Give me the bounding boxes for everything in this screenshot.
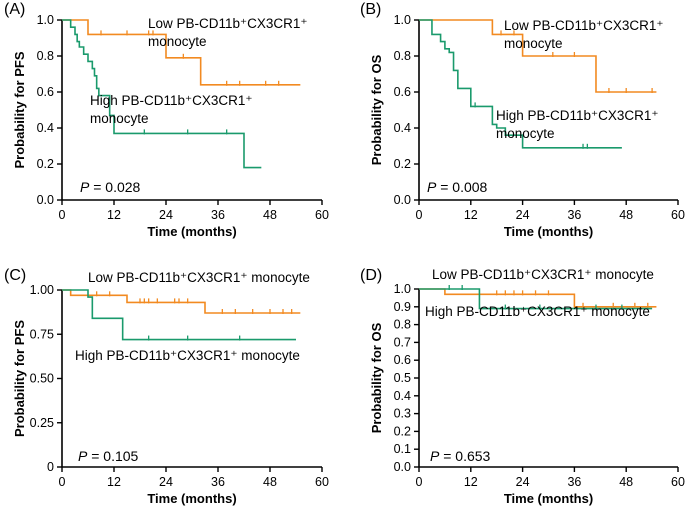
x-tick-label: 36 bbox=[211, 475, 225, 489]
y-tick-label: 0.1 bbox=[394, 442, 411, 456]
p-value: P = 0.653 bbox=[430, 448, 491, 464]
p-value: P = 0.105 bbox=[78, 448, 139, 464]
y-tick-label: 0.4 bbox=[394, 389, 411, 403]
y-tick-label: 0.0 bbox=[394, 460, 411, 474]
legend-label-low: monocyte bbox=[504, 36, 563, 51]
y-tick-label: 0.8 bbox=[37, 49, 54, 63]
x-tick-label: 48 bbox=[619, 475, 633, 489]
p-value: P = 0.028 bbox=[80, 179, 141, 195]
x-tick-label: 12 bbox=[107, 475, 121, 489]
y-tick-label: 0.0 bbox=[37, 193, 54, 207]
y-tick-label: 0.7 bbox=[394, 335, 411, 349]
x-tick-label: 48 bbox=[263, 208, 277, 222]
legend-label-high: monocyte bbox=[90, 111, 149, 126]
y-tick-label: 0.4 bbox=[37, 121, 54, 135]
y-tick-label: 0.6 bbox=[394, 85, 411, 99]
y-tick-label: 0.2 bbox=[394, 157, 411, 171]
y-tick-label: 0.50 bbox=[30, 372, 54, 386]
x-axis-title: Time (months) bbox=[147, 491, 236, 506]
x-tick-label: 48 bbox=[619, 208, 633, 222]
y-tick-label: 0.8 bbox=[394, 318, 411, 332]
km-panel-c: (C) 0 12 24 36 48 60 0 0.25 0.50 0.75 1.00 Time (mon… bbox=[4, 267, 329, 506]
y-tick-label: 1.00 bbox=[30, 283, 54, 297]
km-panel-d: (D) 0 12 24 36 48 60 0.0 0.1 0.2 0.3 0.4 0.5 0.6 0.7 0.… bbox=[360, 267, 685, 506]
y-tick-label: 0.5 bbox=[394, 371, 411, 385]
x-tick-label: 36 bbox=[567, 475, 581, 489]
legend-label-low: Low PB-CD11b⁺CX3CR1⁺ bbox=[148, 16, 308, 31]
km-curve-high bbox=[419, 19, 622, 149]
y-tick-label: 0.3 bbox=[394, 407, 411, 421]
y-axis-title: Probability for PFS bbox=[12, 320, 27, 437]
x-tick-label: 36 bbox=[567, 208, 581, 222]
legend-label-low: monocyte bbox=[148, 34, 207, 49]
x-tick-label: 12 bbox=[464, 208, 478, 222]
y-tick-label: 1.0 bbox=[37, 13, 54, 27]
y-tick-label: 0.0 bbox=[394, 193, 411, 207]
x-tick-label: 60 bbox=[315, 208, 329, 222]
y-tick-label: 0.2 bbox=[394, 424, 411, 438]
y-tick-label: 0 bbox=[47, 460, 54, 474]
x-tick-label: 12 bbox=[464, 475, 478, 489]
y-tick-label: 0.8 bbox=[394, 49, 411, 63]
y-tick-label: 0.2 bbox=[37, 157, 54, 171]
km-curve-low bbox=[419, 19, 657, 93]
legend-label-high: High PB-CD11b⁺CX3CR1⁺ bbox=[90, 93, 253, 108]
legend-label-high: High PB-CD11b⁺CX3CR1⁺ bbox=[496, 108, 659, 123]
p-value: P = 0.008 bbox=[427, 179, 488, 195]
x-tick-label: 0 bbox=[416, 208, 423, 222]
legend-label-high: High PB-CD11b⁺CX3CR1⁺ monocyte bbox=[425, 304, 650, 319]
panel-label: (B) bbox=[360, 1, 381, 18]
y-axis-title: Probability for PFS bbox=[12, 51, 27, 168]
y-tick-label: 0.75 bbox=[30, 327, 54, 341]
km-curve-high bbox=[62, 19, 262, 169]
legend-label-low: Low PB-CD11b⁺CX3CR1⁺ bbox=[504, 18, 664, 33]
x-tick-label: 60 bbox=[671, 208, 685, 222]
km-curve-low bbox=[62, 289, 301, 314]
km-curve-low bbox=[62, 19, 301, 86]
x-tick-label: 60 bbox=[671, 475, 685, 489]
y-tick-label: 0.9 bbox=[394, 300, 411, 314]
km-curve-high bbox=[62, 289, 296, 341]
x-tick-label: 0 bbox=[59, 475, 66, 489]
y-axis-title: Probability for OS bbox=[369, 322, 384, 433]
x-axis-title: Time (months) bbox=[147, 224, 236, 239]
y-tick-label: 0.25 bbox=[30, 416, 54, 430]
x-tick-label: 60 bbox=[315, 475, 329, 489]
x-axis-title: Time (months) bbox=[504, 224, 593, 239]
y-tick-label: 0.6 bbox=[394, 353, 411, 367]
y-tick-label: 0.4 bbox=[394, 121, 411, 135]
x-tick-label: 0 bbox=[59, 208, 66, 222]
legend-label-low: Low PB-CD11b⁺CX3CR1⁺ monocyte bbox=[432, 267, 654, 282]
x-tick-label: 48 bbox=[263, 475, 277, 489]
km-panel-b: (B) 0 12 24 36 48 60 0.0 0.2 0.4 0.6 0.8 1.0 Time (mo… bbox=[360, 1, 685, 239]
panel-label: (D) bbox=[360, 267, 382, 284]
y-tick-label: 1.0 bbox=[394, 13, 411, 27]
y-axis-title: Probability for OS bbox=[369, 54, 384, 165]
panel-label: (C) bbox=[4, 267, 26, 284]
x-tick-label: 24 bbox=[516, 475, 530, 489]
x-tick-label: 12 bbox=[107, 208, 121, 222]
x-tick-label: 36 bbox=[211, 208, 225, 222]
panel-label: (A) bbox=[4, 1, 25, 18]
x-tick-label: 24 bbox=[516, 208, 530, 222]
legend-label-low: Low PB-CD11b⁺CX3CR1⁺ monocyte bbox=[88, 270, 310, 285]
legend-label-high: monocyte bbox=[496, 126, 555, 141]
km-panel-a: (A) 0 12 24 36 48 60 0.0 0.2 0.4 0.6 0.8 1.0 Time (mo… bbox=[4, 1, 329, 239]
x-tick-label: 24 bbox=[159, 208, 173, 222]
y-tick-label: 1.0 bbox=[394, 282, 411, 296]
y-tick-label: 0.6 bbox=[37, 85, 54, 99]
x-tick-label: 24 bbox=[159, 475, 173, 489]
legend-label-high: High PB-CD11b⁺CX3CR1⁺ monocyte bbox=[75, 348, 300, 363]
x-tick-label: 0 bbox=[416, 475, 423, 489]
x-axis-title: Time (months) bbox=[504, 491, 593, 506]
